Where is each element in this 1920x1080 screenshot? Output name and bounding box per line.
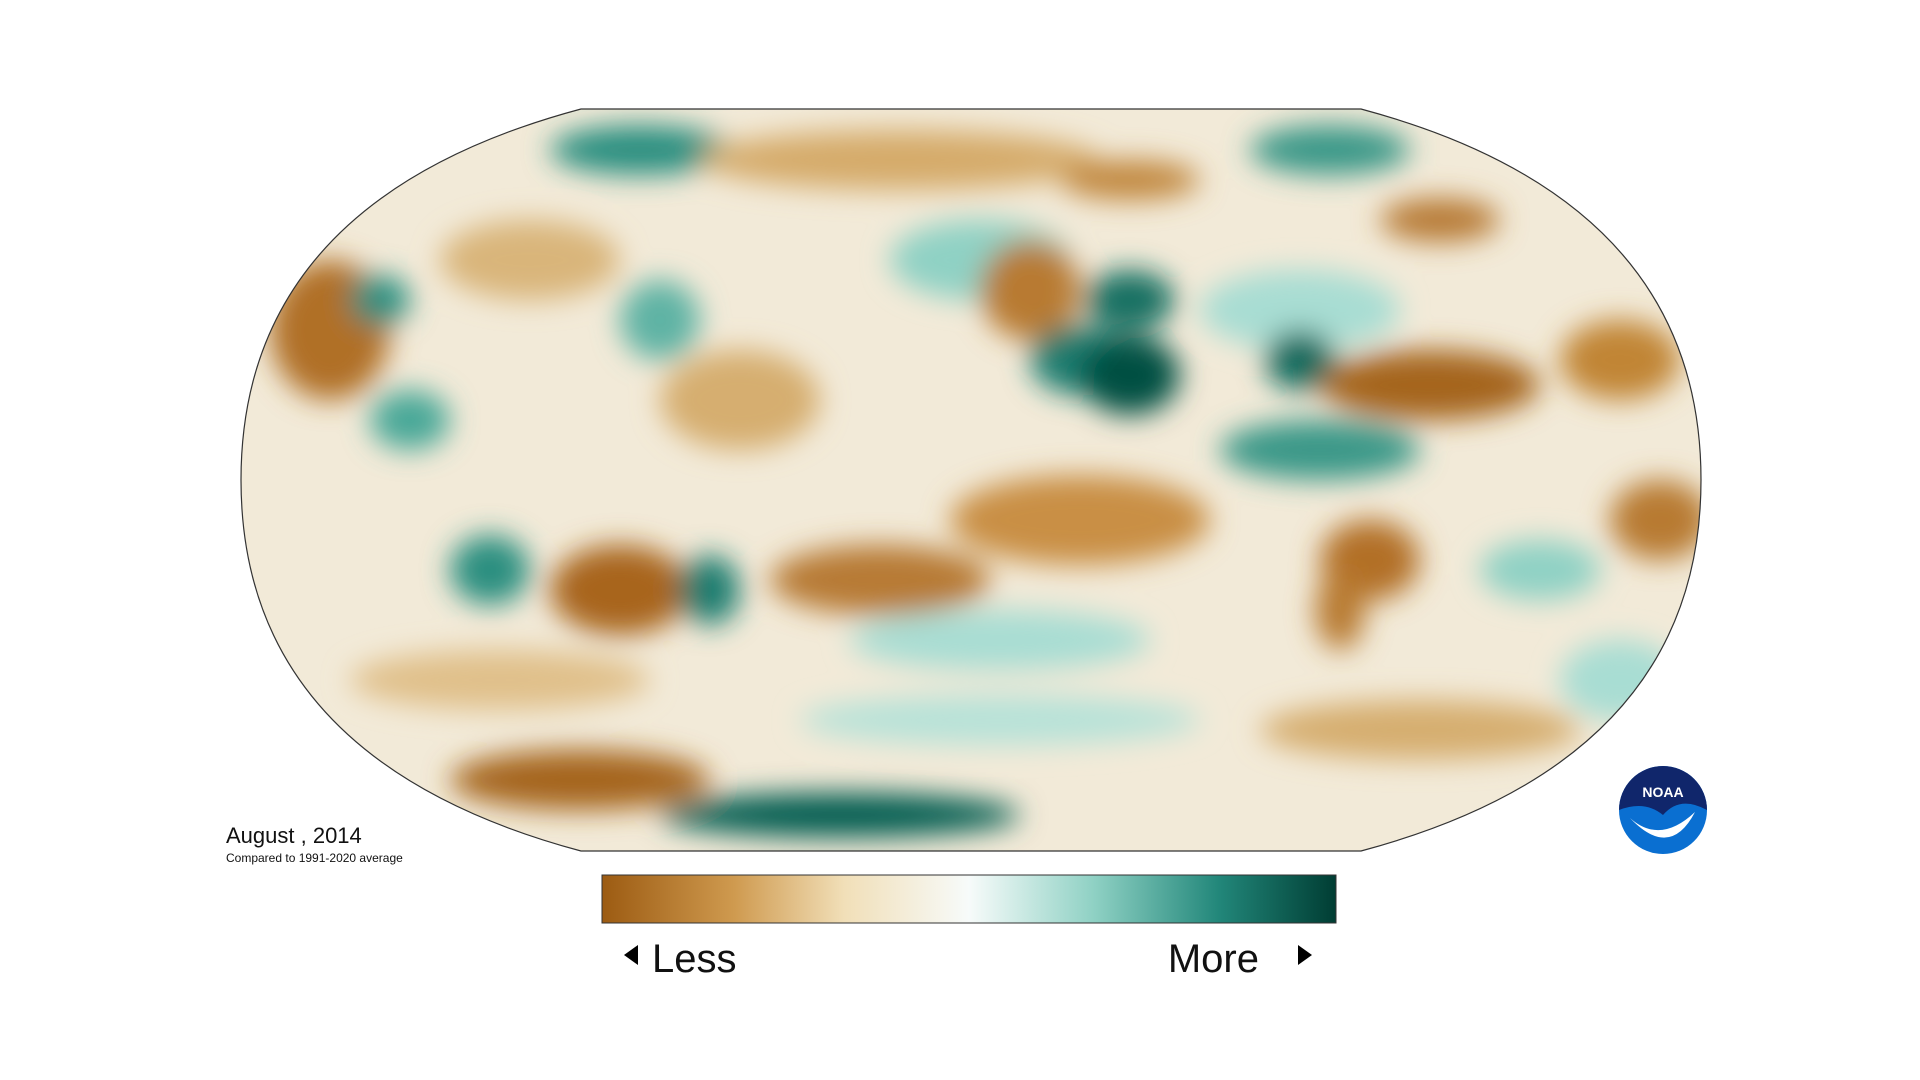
map-outline bbox=[240, 108, 1702, 852]
arrow-right bbox=[1298, 945, 1312, 965]
legend-high: More bbox=[1168, 937, 1259, 981]
title: August , 2014 bbox=[226, 823, 362, 848]
subtitle: Compared to 1991-2020 average bbox=[226, 851, 403, 865]
logo: NOAA bbox=[1619, 766, 1707, 854]
arrow-left bbox=[624, 945, 638, 965]
legend-low: Less bbox=[652, 937, 737, 981]
logo-text: NOAA bbox=[1642, 784, 1683, 800]
colorbar bbox=[601, 874, 1337, 924]
map bbox=[241, 109, 1701, 851]
